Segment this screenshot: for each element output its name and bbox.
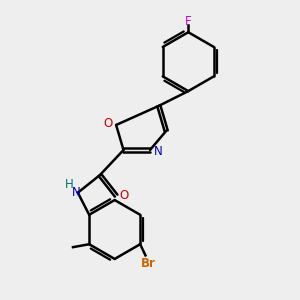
Text: N: N [154,145,163,158]
Text: H: H [65,178,74,191]
Text: O: O [103,117,112,130]
Text: O: O [120,189,129,202]
Text: F: F [185,14,192,28]
Text: Br: Br [141,257,156,270]
Text: N: N [72,186,81,199]
